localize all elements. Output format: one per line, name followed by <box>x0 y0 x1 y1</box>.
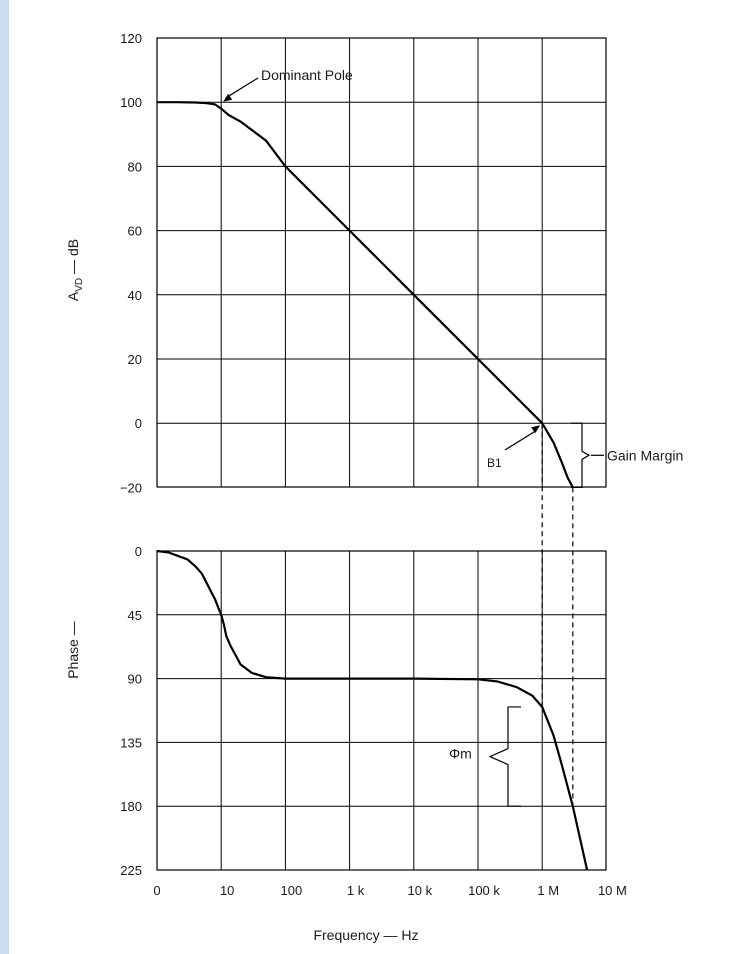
chart-frame: 120 100 80 60 40 20 0 −20 0 45 90 135 180 225 0 10 100 1 … <box>9 0 748 954</box>
x-tick-label: 10 <box>220 883 234 898</box>
gain-margin-label: Gain Margin <box>607 447 683 463</box>
x-tick-label: 10 k <box>408 883 433 898</box>
gain-margin-bracket <box>571 422 591 488</box>
gain-y-tick-label: 60 <box>128 224 142 239</box>
x-tick-label: 100 k <box>468 883 500 898</box>
axis-titles: AVD — dB Phase — Frequency — Hz <box>65 239 419 943</box>
phase-curve <box>156 549 589 871</box>
curves <box>156 101 589 871</box>
gain-y-tick-label: 80 <box>128 159 142 174</box>
dominant-pole-arrowhead <box>223 93 233 102</box>
gain-axis-label-main: A <box>65 291 81 301</box>
phase-y-tick-label: 90 <box>128 672 142 687</box>
phase-y-tick-label: 225 <box>120 863 142 878</box>
x-tick-label: 10 M <box>598 883 627 898</box>
annotations: Dominant Pole B1 Gain Margin Φm <box>223 67 683 807</box>
x-tick-label: 100 <box>281 883 303 898</box>
x-axis-label: Frequency — Hz <box>313 927 418 943</box>
x-tick-label: 1 k <box>347 883 365 898</box>
gain-curve <box>157 101 574 488</box>
x-tick-label: 0 <box>153 883 160 898</box>
grid <box>156 37 607 871</box>
gain-axis-label-suffix: — dB <box>65 239 81 278</box>
x-tick-label: 1 M <box>537 883 559 898</box>
gain-y-tick-label: 40 <box>128 288 142 303</box>
phase-margin-label: Φm <box>449 746 472 762</box>
phase-y-tick-label: 135 <box>120 735 142 750</box>
phase-y-tick-label: 45 <box>128 608 142 623</box>
gain-y-tick-label: −20 <box>120 480 142 495</box>
phase-y-tick-label: 180 <box>120 799 142 814</box>
gain-y-tick-label: 100 <box>120 95 142 110</box>
phase-y-tick-label: 0 <box>135 544 142 559</box>
gain-y-tick-label: 20 <box>128 352 142 367</box>
bode-plot: 120 100 80 60 40 20 0 −20 0 45 90 135 180 225 0 10 100 1 … <box>65 31 683 943</box>
phase-margin-bracket <box>488 706 521 807</box>
gain-y-tick-label: 120 <box>120 31 142 46</box>
b1-arrowhead <box>531 425 541 434</box>
b1-label: B1 <box>487 456 502 470</box>
phase-panel-border <box>156 550 607 871</box>
phase-axis-label: Phase — <box>65 621 81 679</box>
gain-axis-label: AVD — dB <box>65 239 85 301</box>
b1-arrow <box>504 430 536 451</box>
tick-labels: 120 100 80 60 40 20 0 −20 0 45 90 135 180 225 0 10 100 1 … <box>120 31 627 898</box>
gain-axis-label-subscript: VD <box>74 278 85 292</box>
dominant-pole-label: Dominant Pole <box>261 67 353 83</box>
gain-panel-border <box>156 37 607 488</box>
dominant-pole-arrow <box>228 77 259 97</box>
gain-y-tick-label: 0 <box>135 416 142 431</box>
